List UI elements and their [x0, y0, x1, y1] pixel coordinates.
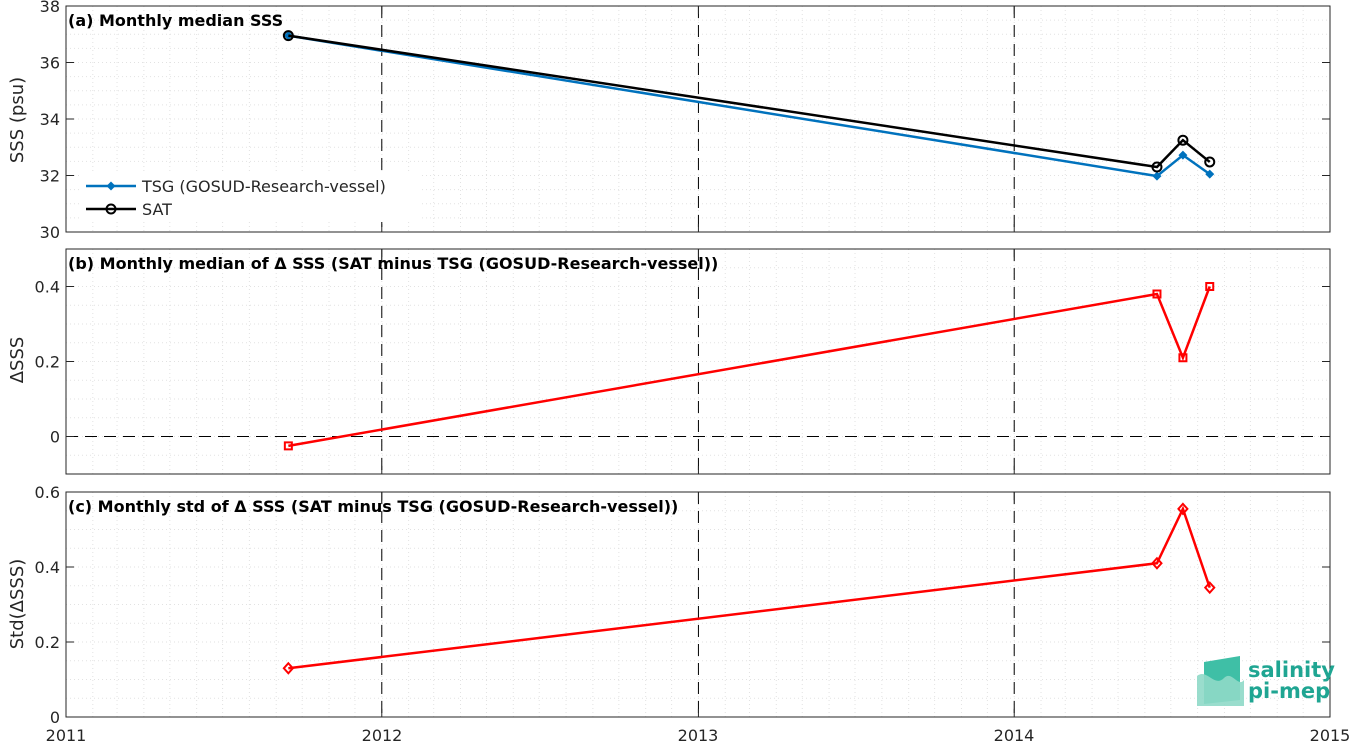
logo-line2: pi-mep	[1248, 679, 1330, 703]
plot-area: 0 0.2 0.4 0.6	[35, 483, 1331, 727]
legend: TSG (GOSUD-Research-vessel) SAT	[80, 174, 420, 222]
logo-wave-icon	[1197, 674, 1244, 706]
y-tick-label: 0	[50, 708, 60, 727]
panel-b-title: (b) Monthly median of Δ SSS (SAT minus T…	[68, 254, 718, 273]
y-tick-label: 0.2	[35, 353, 60, 372]
data-point	[1203, 581, 1216, 595]
data-point	[1152, 289, 1162, 299]
y-tick-label: 0.6	[35, 483, 60, 502]
y-tick-label: 34	[40, 110, 60, 129]
data-point	[1177, 502, 1189, 516]
panel-a-title: (a) Monthly median SSS	[68, 11, 283, 30]
plot-area: 0 0.2 0.4	[35, 248, 1331, 475]
data-point	[1151, 556, 1163, 570]
data-point	[1152, 171, 1162, 181]
x-tick-label: 2011	[46, 726, 87, 745]
series-line	[288, 34, 1211, 169]
panel-a: 30 32 34 36 38 (a) Monthly median SSS SSS (p…	[7, 0, 1331, 242]
legend-sat-label: SAT	[142, 200, 172, 219]
axes-frame	[65, 491, 1331, 718]
legend-box	[80, 174, 420, 222]
panel-a-ylabel: SSS (psu)	[7, 77, 28, 163]
axes-frame	[65, 5, 1331, 233]
data-point	[1204, 156, 1216, 168]
series-line	[288, 34, 1211, 178]
y-tick-label: 38	[40, 0, 60, 16]
data-point	[282, 661, 295, 675]
panel-c-title: (c) Monthly std of Δ SSS (SAT minus TSG …	[68, 497, 678, 516]
series-line	[288, 505, 1211, 670]
data-point	[282, 30, 294, 42]
panel-c: 0 0.2 0.4 0.6 (c) Monthly std of Δ SSS (SAT…	[7, 483, 1331, 727]
y-tick-label: 0.4	[35, 278, 60, 297]
y-tick-label: 32	[40, 167, 60, 186]
x-tick-label: 2013	[678, 726, 719, 745]
series-line	[288, 286, 1211, 448]
x-tick-labels: 2011 2012 2013 2014 2015	[46, 726, 1351, 745]
x-tick-label: 2014	[994, 726, 1035, 745]
x-tick-label: 2015	[1310, 726, 1351, 745]
panel-b-ylabel: ΔSSS	[7, 337, 28, 384]
legend-tsg-marker	[106, 181, 116, 191]
data-point	[1151, 161, 1163, 173]
data-point	[1177, 134, 1189, 146]
y-tick-label: 0.4	[35, 558, 60, 577]
legend-sat-marker	[105, 203, 117, 215]
legend-tsg-label: TSG (GOSUD-Research-vessel)	[141, 177, 386, 196]
y-tick-label: 30	[40, 223, 60, 242]
data-point	[1205, 169, 1215, 179]
y-tick-label: 36	[40, 54, 60, 73]
salinity-pi-mep-logo: salinity pi-mep	[1197, 656, 1335, 706]
axes-frame	[65, 248, 1331, 475]
data-point	[1178, 353, 1188, 363]
y-tick-label: 0	[50, 428, 60, 447]
panel-c-ylabel: Std(ΔSSS)	[7, 559, 28, 650]
data-point	[283, 441, 293, 451]
panel-b: 0 0.2 0.4 (b) Monthly median of Δ SSS (SAT…	[7, 248, 1331, 475]
logo-line1: salinity	[1248, 658, 1335, 682]
data-point	[1205, 282, 1215, 291]
data-point	[1178, 150, 1188, 160]
x-tick-label: 2012	[362, 726, 403, 745]
y-tick-label: 0.2	[35, 633, 60, 652]
